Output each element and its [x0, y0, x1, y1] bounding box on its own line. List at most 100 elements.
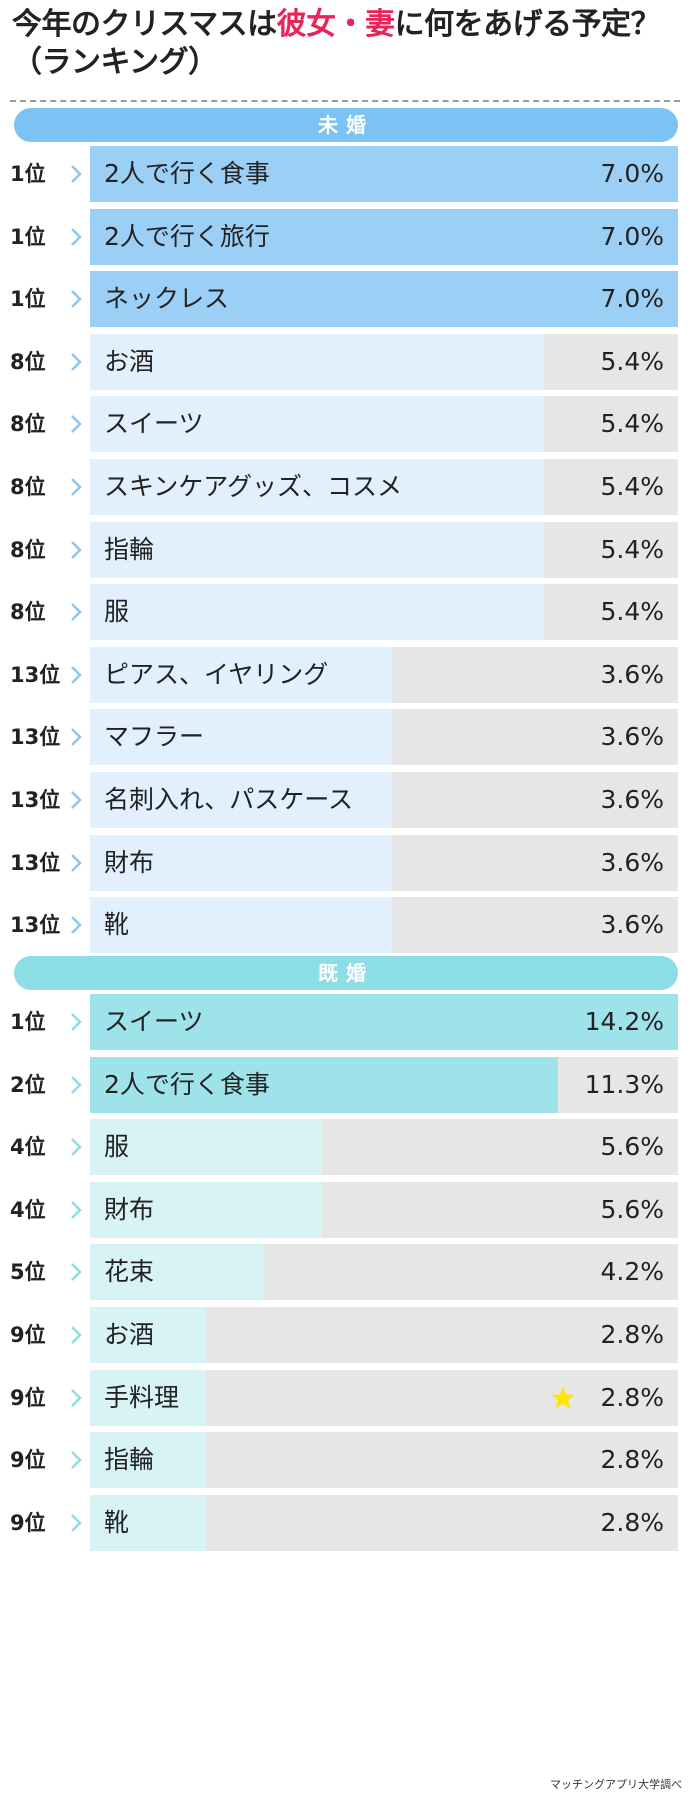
bar-track: スイーツ 14.2% [90, 994, 678, 1050]
chevron-right-icon [70, 665, 82, 685]
value-label: 5.4% [600, 459, 664, 515]
value-label: 5.6% [600, 1182, 664, 1238]
title-suffix: に何をあげる予定？ [395, 7, 661, 42]
item-label: 財布 [104, 1182, 154, 1238]
item-label: 財布 [104, 835, 154, 891]
item-label: 服 [104, 1119, 129, 1175]
chevron-right-icon [70, 915, 82, 935]
chevron-right-icon [70, 164, 82, 184]
ranking-row: 9位 靴 2.8% [0, 1495, 690, 1551]
bar-track: マフラー 3.6% [90, 709, 678, 765]
item-label: ピアス、イヤリング [104, 647, 328, 703]
rank-label: 5位 [10, 1244, 68, 1300]
value-label: 3.6% [600, 647, 664, 703]
bar-track: 花束 4.2% [90, 1244, 678, 1300]
rank-label: 8位 [10, 334, 68, 390]
rank-label: 1位 [10, 271, 68, 327]
section-header-married: 既婚 [14, 956, 678, 990]
ranking-row: 13位 名刺入れ、パスケース 3.6% [0, 772, 690, 828]
chevron-right-icon [70, 227, 82, 247]
rank-label: 1位 [10, 209, 68, 265]
chevron-right-icon [70, 602, 82, 622]
item-label: 指輪 [104, 1432, 154, 1488]
rank-label: 1位 [10, 994, 68, 1050]
value-label: 3.6% [600, 897, 664, 953]
chevron-right-icon [70, 1513, 82, 1533]
value-label: 5.4% [600, 396, 664, 452]
bar-track: ピアス、イヤリング 3.6% [90, 647, 678, 703]
value-label: 5.6% [600, 1119, 664, 1175]
value-label: 5.4% [600, 584, 664, 640]
item-label: 靴 [104, 1495, 129, 1551]
rank-label: 8位 [10, 584, 68, 640]
rank-label: 8位 [10, 459, 68, 515]
chevron-right-icon [70, 1262, 82, 1282]
item-label: 指輪 [104, 522, 154, 578]
item-label: ネックレス [104, 271, 229, 327]
title-highlight-girlfriend: 彼女 [277, 7, 336, 42]
bar-track: 服 5.4% [90, 584, 678, 640]
value-label: 2.8% [600, 1432, 664, 1488]
rank-label: 13位 [10, 647, 68, 703]
bar-track: 財布 3.6% [90, 835, 678, 891]
ranking-row: 5位 花束 4.2% [0, 1244, 690, 1300]
item-label: 名刺入れ、パスケース [104, 772, 353, 828]
item-label: 手料理 [104, 1370, 179, 1426]
item-label: マフラー [104, 709, 204, 765]
rank-label: 9位 [10, 1307, 68, 1363]
chevron-right-icon [70, 1012, 82, 1032]
bar-track: 服 5.6% [90, 1119, 678, 1175]
ranking-row: 8位 お酒 5.4% [0, 334, 690, 390]
bar [90, 334, 544, 390]
rank-label: 13位 [10, 835, 68, 891]
bar [90, 522, 544, 578]
value-label: 2.8% [600, 1495, 664, 1551]
rank-label: 13位 [10, 772, 68, 828]
bar [90, 584, 544, 640]
ranking-row: 9位 お酒 2.8% [0, 1307, 690, 1363]
ranking-row: 13位 靴 3.6% [0, 897, 690, 953]
chevron-right-icon [70, 352, 82, 372]
ranking-row: 13位 ピアス、イヤリング 3.6% [0, 647, 690, 703]
bar-track: スイーツ 5.4% [90, 396, 678, 452]
bar-track: 名刺入れ、パスケース 3.6% [90, 772, 678, 828]
ranking-row: 13位 財布 3.6% [0, 835, 690, 891]
rank-label: 9位 [10, 1370, 68, 1426]
bar-track: 2人で行く食事 11.3% [90, 1057, 678, 1113]
bar [90, 897, 392, 953]
bar-track: スキンケアグッズ、コスメ 5.4% [90, 459, 678, 515]
rank-label: 8位 [10, 396, 68, 452]
chevron-right-icon [70, 853, 82, 873]
item-label: スイーツ [104, 396, 204, 452]
bar-track: お酒 5.4% [90, 334, 678, 390]
bar-track: 靴 2.8% [90, 1495, 678, 1551]
bar-track: 2人で行く旅行 7.0% [90, 209, 678, 265]
value-label: 7.0% [600, 209, 664, 265]
rank-label: 9位 [10, 1495, 68, 1551]
ranking-row: 9位 手料理 2.8% [0, 1370, 690, 1426]
rank-label: 4位 [10, 1119, 68, 1175]
chevron-right-icon [70, 540, 82, 560]
value-label: 14.2% [585, 994, 664, 1050]
rank-label: 13位 [10, 897, 68, 953]
chevron-right-icon [70, 1200, 82, 1220]
item-label: 2人で行く旅行 [104, 209, 270, 265]
rank-label: 13位 [10, 709, 68, 765]
ranking-row: 1位 2人で行く旅行 7.0% [0, 209, 690, 265]
value-label: 3.6% [600, 709, 664, 765]
ranking-row: 1位 2人で行く食事 7.0% [0, 146, 690, 202]
item-label: スキンケアグッズ、コスメ [104, 459, 402, 515]
ranking-row: 4位 服 5.6% [0, 1119, 690, 1175]
chevron-right-icon [70, 1450, 82, 1470]
item-label: お酒 [104, 1307, 154, 1363]
bar-track: 手料理 2.8% [90, 1370, 678, 1426]
source-credit: マッチングアプリ大学調べ [550, 1776, 682, 1792]
chevron-right-icon [70, 727, 82, 747]
section-header-unmarried: 未婚 [14, 108, 678, 142]
item-label: 服 [104, 584, 129, 640]
rank-label: 2位 [10, 1057, 68, 1113]
ranking-row: 8位 服 5.4% [0, 584, 690, 640]
ranking-row: 13位 マフラー 3.6% [0, 709, 690, 765]
title-line-2: （ランキング） [12, 44, 682, 82]
chevron-right-icon [70, 1137, 82, 1157]
